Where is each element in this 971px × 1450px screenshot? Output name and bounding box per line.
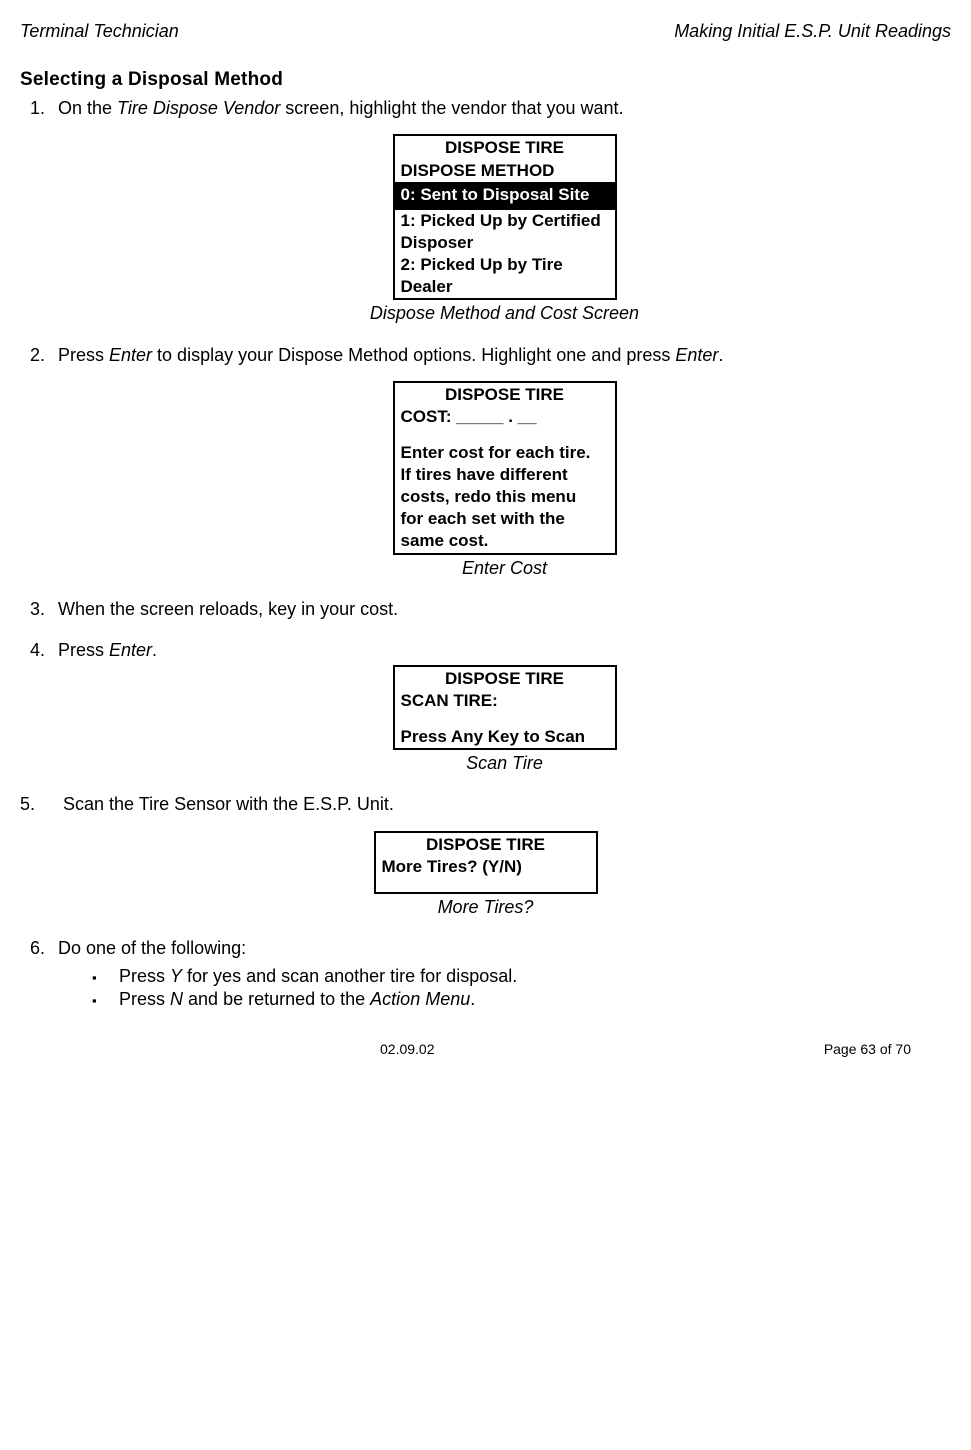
screen4-caption: More Tires? [20,896,951,919]
step-4-a: Press [58,640,109,660]
step-6-text: Do one of the following: [58,938,246,958]
footer-page: Page 63 of 70 [824,1040,911,1058]
step-5-text: Scan the Tire Sensor with the E.S.P. Uni… [63,794,394,814]
step-5-number: 5. [20,793,58,816]
step-6a: Press Y for yes and scan another tire fo… [92,965,951,988]
screen-scan-tire: DISPOSE TIRE SCAN TIRE: Press Any Key to… [393,665,617,750]
step-2-i: Enter [109,345,152,365]
step-6-sublist: Press Y for yes and scan another tire fo… [92,965,951,1012]
step-2-a: Press [58,345,109,365]
s6b-c: . [470,989,475,1009]
step-1: On the Tire Dispose Vendor screen, highl… [50,97,951,325]
screen3-l2: Press Any Key to Scan [395,726,615,748]
step-5: 5. Scan the Tire Sensor with the E.S.P. … [20,793,951,919]
header-left: Terminal Technician [20,20,179,43]
step-4: Press Enter. DISPOSE TIRE SCAN TIRE: Pre… [50,639,951,775]
steps-list: On the Tire Dispose Vendor screen, highl… [50,97,951,775]
s6b-i2: Action Menu [370,989,470,1009]
page-footer: 02.09.02 Page 63 of 70 [20,1040,951,1058]
screen4-l1: More Tires? (Y/N) [376,856,596,878]
spacer [395,712,615,726]
step-4-b: . [152,640,157,660]
screen1-option-0: 0: Sent to Disposal Site [395,184,615,208]
step-2-i2: Enter [675,345,718,365]
spacer [395,428,615,442]
screen1-option-2: 2: Picked Up by Tire Dealer [395,254,615,298]
step-2-c: . [718,345,723,365]
screen2-title: DISPOSE TIRE [395,383,615,406]
step-3: When the screen reloads, key in your cos… [50,598,951,621]
step-2-b: to display your Dispose Method options. … [152,345,675,365]
screen-cost: DISPOSE TIRE COST: _____ . __ Enter cost… [393,381,617,555]
header-right: Making Initial E.S.P. Unit Readings [674,20,951,43]
screen1-option-1: 1: Picked Up by Certified Disposer [395,210,615,254]
step-4-i: Enter [109,640,152,660]
s6b-i: N [170,989,183,1009]
step-6b: Press N and be returned to the Action Me… [92,988,951,1011]
spacer [376,878,596,892]
screen-dispose-method: DISPOSE TIRE DISPOSE METHOD 0: Sent to D… [393,134,617,300]
step-1-text-i: Tire Dispose Vendor [117,98,280,118]
step-6: Do one of the following: Press Y for yes… [50,937,951,1011]
screen2-l1: Enter cost for each tire. [395,442,615,464]
step-2: Press Enter to display your Dispose Meth… [50,344,951,580]
s6b-b: and be returned to the [183,989,370,1009]
screen2-l2: If tires have different costs, redo this… [395,464,615,508]
screen2-l3: for each set with the same cost. [395,508,615,552]
screen3-caption: Scan Tire [58,752,951,775]
screen2-cost: COST: _____ . __ [395,406,615,428]
s6a-b: for yes and scan another tire for dispos… [182,966,517,986]
page-header: Terminal Technician Making Initial E.S.P… [20,20,951,43]
s6a-a: Press [119,966,170,986]
screen-more-tires: DISPOSE TIRE More Tires? (Y/N) [374,831,598,894]
screen1-subtitle: DISPOSE METHOD [395,160,615,182]
s6b-a: Press [119,989,170,1009]
step-1-text-a: On the [58,98,117,118]
screen3-title: DISPOSE TIRE [395,667,615,690]
step-1-text-b: screen, highlight the vendor that you wa… [280,98,623,118]
s6a-i: Y [170,966,182,986]
steps-list-cont: Do one of the following: Press Y for yes… [50,937,951,1011]
section-heading: Selecting a Disposal Method [20,68,951,93]
screen1-caption: Dispose Method and Cost Screen [58,302,951,325]
screen2-caption: Enter Cost [58,557,951,580]
screen1-title: DISPOSE TIRE [395,136,615,159]
screen4-title: DISPOSE TIRE [376,833,596,856]
footer-date: 02.09.02 [380,1040,435,1058]
screen3-l1: SCAN TIRE: [395,690,615,712]
